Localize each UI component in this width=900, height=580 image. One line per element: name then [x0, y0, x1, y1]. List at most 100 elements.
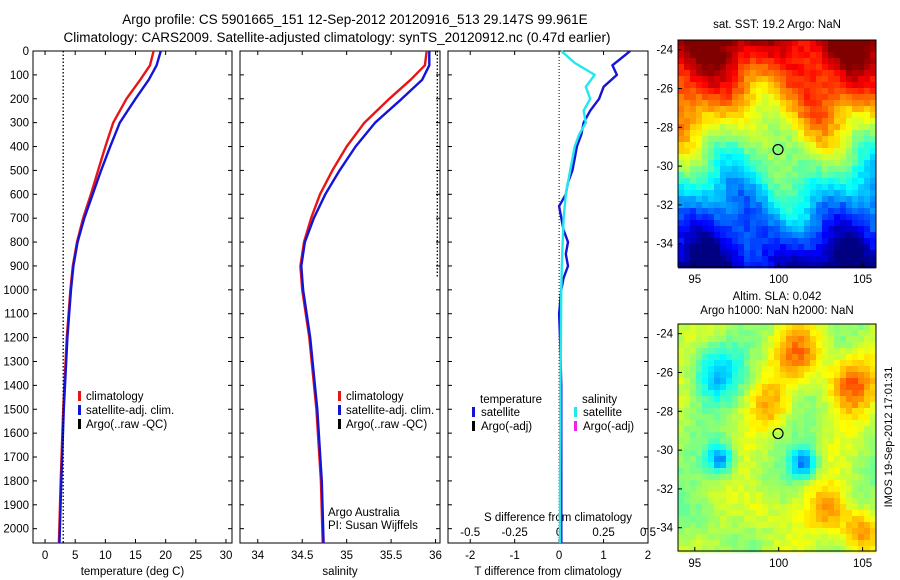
map-cell	[816, 336, 823, 343]
map-cell	[840, 390, 847, 397]
map-cell	[786, 330, 793, 337]
map-cell	[756, 360, 763, 367]
y-tick-label: 500	[10, 165, 29, 177]
y-tick-label: -32	[656, 484, 673, 496]
map-cell	[732, 40, 739, 47]
map-cell	[870, 462, 877, 469]
map-cell	[792, 178, 799, 185]
map-cell	[804, 480, 811, 487]
map-cell	[702, 52, 709, 59]
map-cell	[858, 534, 865, 541]
map-cell	[756, 324, 763, 331]
map-cell	[738, 468, 745, 475]
map-cell	[792, 360, 799, 367]
map-cell	[678, 196, 685, 203]
map-cell	[786, 130, 793, 137]
map-cell	[762, 504, 769, 511]
map-cell	[738, 480, 745, 487]
map-cell	[852, 76, 859, 83]
map-cell	[762, 402, 769, 409]
map-cell	[696, 372, 703, 379]
map-cell	[834, 486, 841, 493]
map-cell	[702, 354, 709, 361]
map-cell	[840, 190, 847, 197]
map-cell	[792, 142, 799, 149]
map-cell	[840, 76, 847, 83]
map-cell	[738, 136, 745, 143]
map-cell	[834, 220, 841, 227]
map-cell	[810, 510, 817, 517]
map-cell	[726, 244, 733, 251]
map-cell	[810, 402, 817, 409]
map-cell	[810, 112, 817, 119]
map-cell	[750, 522, 757, 529]
map-cell	[738, 426, 745, 433]
map-cell	[846, 372, 853, 379]
map-cell	[846, 232, 853, 239]
y-tick-label: -28	[656, 122, 673, 134]
map-cell	[846, 408, 853, 415]
map-cell	[726, 250, 733, 257]
map-cell	[756, 130, 763, 137]
map-cell	[702, 432, 709, 439]
map-cell	[810, 172, 817, 179]
map-cell	[840, 372, 847, 379]
map-cell	[786, 244, 793, 251]
map-cell	[726, 534, 733, 541]
map-cell	[834, 444, 841, 451]
map-cell	[792, 486, 799, 493]
map-cell	[762, 46, 769, 53]
map-cell	[708, 148, 715, 155]
map-cell	[834, 432, 841, 439]
map-cell	[714, 348, 721, 355]
map-cell	[810, 438, 817, 445]
map-cell	[702, 456, 709, 463]
map-cell	[780, 384, 787, 391]
map-cell	[738, 450, 745, 457]
map-cell	[804, 444, 811, 451]
map-cell	[726, 160, 733, 167]
map-cell	[756, 528, 763, 535]
map-cell	[738, 154, 745, 161]
map-cell	[834, 166, 841, 173]
map-cell	[804, 366, 811, 373]
map-cell	[816, 202, 823, 209]
map-cell	[786, 220, 793, 227]
map-cell	[720, 220, 727, 227]
map-cell	[696, 480, 703, 487]
map-cell	[864, 82, 871, 89]
map-cell	[828, 208, 835, 215]
map-cell	[720, 546, 727, 553]
map-cell	[690, 408, 697, 415]
map-cell	[762, 408, 769, 415]
map-cell	[714, 220, 721, 227]
map-cell	[852, 438, 859, 445]
map-cell	[684, 492, 691, 499]
map-cell	[708, 136, 715, 143]
map-cell	[774, 468, 781, 475]
map-cell	[744, 220, 751, 227]
map-cell	[702, 372, 709, 379]
map-cell	[690, 462, 697, 469]
map-cell	[834, 516, 841, 523]
map-cell	[732, 220, 739, 227]
map-cell	[780, 172, 787, 179]
map-cell	[786, 396, 793, 403]
map-cell	[690, 160, 697, 167]
map-cell	[816, 408, 823, 415]
map-cell	[708, 238, 715, 245]
map-cell	[750, 486, 757, 493]
map-cell	[714, 184, 721, 191]
map-cell	[816, 396, 823, 403]
map-cell	[864, 390, 871, 397]
map-cell	[762, 166, 769, 173]
map-cell	[756, 148, 763, 155]
map-cell	[708, 546, 715, 553]
map-cell	[792, 40, 799, 47]
map-cell	[690, 480, 697, 487]
map-cell	[834, 528, 841, 535]
map-cell	[750, 426, 757, 433]
map-cell	[774, 88, 781, 95]
map-cell	[840, 336, 847, 343]
map-cell	[792, 166, 799, 173]
